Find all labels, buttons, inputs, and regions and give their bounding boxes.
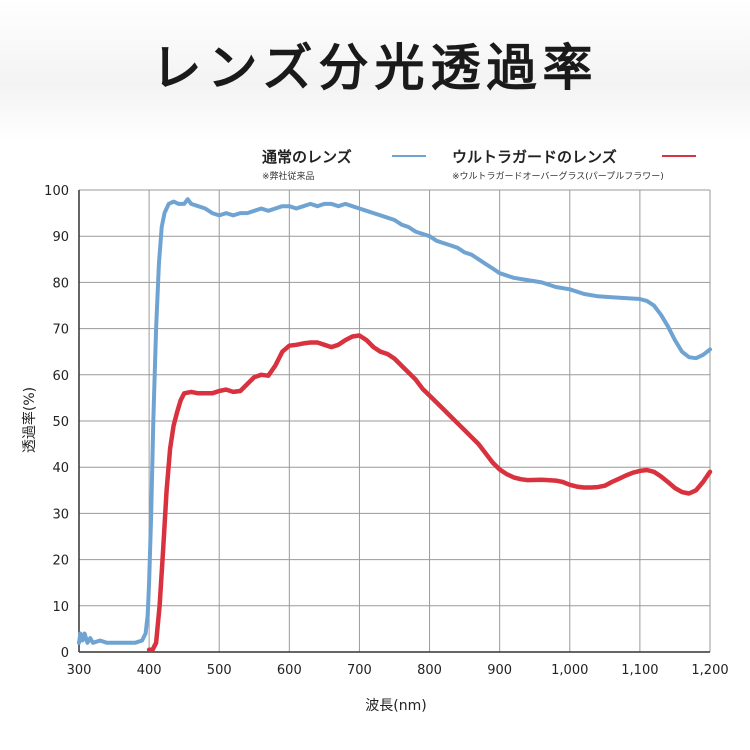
y-tick-label: 100 <box>44 184 69 199</box>
x-tick-label: 900 <box>487 663 512 678</box>
x-tick-label: 600 <box>277 663 302 678</box>
legend-label: 通常のレンズ <box>262 148 352 166</box>
x-tick-label: 400 <box>137 663 162 678</box>
chart-grid <box>78 189 711 653</box>
legend-swatch-ultraguard-lens <box>662 155 696 157</box>
page-title: レンズ分光透過率 <box>151 39 599 97</box>
title-band <box>0 0 750 140</box>
series-line-ultraguard-lens <box>146 333 713 652</box>
series-line-standard-lens <box>77 197 712 645</box>
y-tick-label: 70 <box>52 323 69 338</box>
x-tick-label: 700 <box>347 663 372 678</box>
y-tick-label: 50 <box>52 415 69 430</box>
chart-series <box>77 197 713 652</box>
legend-item-standard-lens: 通常のレンズ ※弊社従来品 <box>262 146 352 182</box>
x-tick-label: 1,200 <box>691 663 728 678</box>
x-tick-label: 300 <box>67 663 92 678</box>
legend-item-ultraguard-lens: ウルトラガードのレンズ ※ウルトラガードオーバーグラス(パープルフラワー) <box>452 146 664 182</box>
y-tick-label: 10 <box>52 600 69 615</box>
y-tick-label: 90 <box>52 230 69 245</box>
x-tick-label: 800 <box>417 663 442 678</box>
y-axis-label: 透過率(%) <box>21 387 38 453</box>
legend-swatch-standard-lens <box>392 155 426 157</box>
y-tick-label: 80 <box>52 276 69 291</box>
y-tick-label: 0 <box>61 646 69 661</box>
x-tick-label: 1,000 <box>551 663 588 678</box>
y-tick-label: 20 <box>52 554 69 569</box>
y-tick-label: 30 <box>52 507 69 522</box>
y-tick-label: 60 <box>52 369 69 384</box>
x-tick-label: 500 <box>207 663 232 678</box>
x-axis-label: 波長(nm) <box>365 698 426 714</box>
chart-tick-labels: 0 10 20 30 40 50 60 70 80 90 100 300 400 500 600 700 800… <box>44 184 728 678</box>
legend-note: ※弊社従来品 <box>262 172 315 182</box>
legend-label: ウルトラガードのレンズ <box>452 148 617 166</box>
y-tick-label: 40 <box>52 461 69 476</box>
legend-note: ※ウルトラガードオーバーグラス(パープルフラワー) <box>452 172 664 182</box>
x-tick-label: 1,100 <box>621 663 658 678</box>
